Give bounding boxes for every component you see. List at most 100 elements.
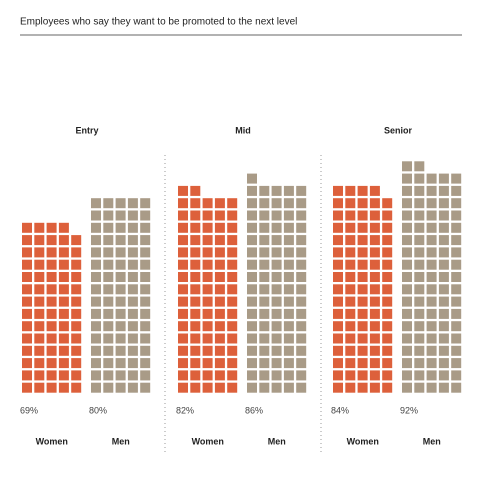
square xyxy=(115,284,126,295)
square xyxy=(333,210,343,221)
square xyxy=(438,345,449,356)
square xyxy=(34,235,45,246)
square xyxy=(333,222,343,233)
square xyxy=(451,333,462,344)
square xyxy=(345,210,356,221)
square xyxy=(296,345,307,356)
square xyxy=(91,284,101,295)
square xyxy=(259,235,270,246)
square xyxy=(140,210,151,221)
square xyxy=(296,358,307,369)
square xyxy=(227,235,238,246)
square xyxy=(34,296,45,307)
square xyxy=(283,382,294,393)
square xyxy=(227,382,238,393)
square xyxy=(103,210,114,221)
square xyxy=(438,321,449,332)
square xyxy=(259,358,270,369)
square xyxy=(202,345,213,356)
square xyxy=(438,296,449,307)
square xyxy=(71,382,82,393)
square xyxy=(190,321,201,332)
square xyxy=(58,358,69,369)
square xyxy=(214,222,225,233)
square xyxy=(438,370,449,381)
square xyxy=(214,308,225,319)
square xyxy=(333,247,343,258)
square xyxy=(91,296,101,307)
square xyxy=(71,284,82,295)
square xyxy=(296,382,307,393)
square xyxy=(271,333,282,344)
square xyxy=(103,308,114,319)
square xyxy=(22,358,32,369)
square xyxy=(296,198,307,209)
square xyxy=(283,296,294,307)
square xyxy=(34,247,45,258)
square xyxy=(451,185,462,196)
square xyxy=(190,222,201,233)
square xyxy=(357,210,368,221)
square xyxy=(140,247,151,258)
square xyxy=(345,235,356,246)
square xyxy=(214,272,225,282)
square xyxy=(127,345,138,356)
square xyxy=(115,222,126,233)
square xyxy=(426,284,437,295)
square xyxy=(333,370,343,381)
square xyxy=(296,321,307,332)
square xyxy=(22,308,32,319)
square xyxy=(414,259,425,270)
square xyxy=(227,198,238,209)
square xyxy=(283,358,294,369)
square xyxy=(190,247,201,258)
square xyxy=(414,308,425,319)
square xyxy=(402,173,412,184)
square xyxy=(426,198,437,209)
square xyxy=(103,296,114,307)
square xyxy=(426,382,437,393)
square xyxy=(402,308,412,319)
square xyxy=(214,345,225,356)
square xyxy=(345,284,356,295)
square xyxy=(202,210,213,221)
square xyxy=(402,222,412,233)
square xyxy=(382,235,393,246)
square xyxy=(46,247,57,258)
value-label: 86% xyxy=(245,405,263,415)
square xyxy=(127,382,138,393)
square xyxy=(115,210,126,221)
square xyxy=(58,296,69,307)
square xyxy=(357,247,368,258)
square xyxy=(227,284,238,295)
square xyxy=(46,272,57,282)
square xyxy=(227,333,238,344)
square xyxy=(402,198,412,209)
square xyxy=(369,321,380,332)
square xyxy=(296,222,307,233)
square xyxy=(58,345,69,356)
square xyxy=(451,345,462,356)
square xyxy=(247,259,257,270)
series-label: Women xyxy=(36,436,68,446)
square xyxy=(178,308,188,319)
value-label: 82% xyxy=(176,405,194,415)
square xyxy=(271,272,282,282)
square xyxy=(178,222,188,233)
square xyxy=(71,272,82,282)
square xyxy=(369,296,380,307)
square xyxy=(451,210,462,221)
square xyxy=(91,333,101,344)
square xyxy=(91,235,101,246)
square xyxy=(46,259,57,270)
square xyxy=(214,321,225,332)
square xyxy=(369,382,380,393)
square xyxy=(283,222,294,233)
square xyxy=(214,296,225,307)
square xyxy=(34,272,45,282)
square xyxy=(271,321,282,332)
square xyxy=(247,321,257,332)
value-label: 69% xyxy=(20,405,38,415)
square xyxy=(190,382,201,393)
square xyxy=(34,284,45,295)
